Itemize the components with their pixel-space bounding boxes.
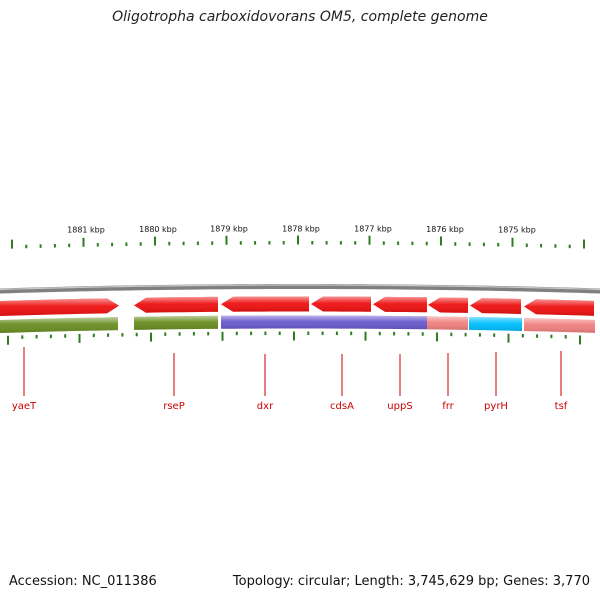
kbp-label-row: 1881 kbp 1880 kbp 1879 kbp 1878 kbp 1877 kbp… xyxy=(67,224,536,234)
category-block-shine xyxy=(310,315,427,330)
backbone-highlight xyxy=(0,284,600,291)
gene-label-tsf: tsf xyxy=(555,351,568,412)
gene-name: pyrH xyxy=(484,401,508,412)
cds-arrow xyxy=(0,298,119,316)
cds-arrow-shine xyxy=(373,296,427,313)
kbp-label: 1877 kbp xyxy=(354,224,392,233)
category-block-shine xyxy=(0,317,118,333)
cds-arrow xyxy=(134,296,218,313)
category-block xyxy=(310,315,427,330)
cds-arrow-shine xyxy=(134,296,218,313)
top-tick-ruler xyxy=(11,235,585,249)
kbp-label: 1880 kbp xyxy=(139,225,177,234)
category-block-shine xyxy=(134,315,218,330)
cds-track xyxy=(0,296,594,316)
gene-name: dxr xyxy=(257,401,274,412)
cds-arrow xyxy=(470,298,521,314)
kbp-label: 1879 kbp xyxy=(210,224,248,233)
category-block xyxy=(524,318,595,333)
kbp-label: 1876 kbp xyxy=(426,225,464,234)
genome-summary-text: Topology: circular; Length: 3,745,629 bp… xyxy=(232,574,590,589)
cds-arrow xyxy=(524,299,594,316)
gene-label-cdsA: cdsA xyxy=(330,354,354,412)
category-block xyxy=(134,315,218,330)
cds-arrow-shine xyxy=(0,298,119,316)
cds-arrow-shine xyxy=(221,296,309,312)
cds-arrow-shine xyxy=(428,297,468,313)
category-block xyxy=(427,316,468,330)
category-block-shine xyxy=(469,316,522,331)
gene-name: yaeT xyxy=(12,401,37,412)
gene-name: cdsA xyxy=(330,401,354,412)
gene-label-pyrH: pyrH xyxy=(484,352,508,412)
cds-arrow-shine xyxy=(524,299,594,316)
gene-label-frr: frr xyxy=(442,353,455,412)
kbp-label: 1881 kbp xyxy=(67,226,105,235)
kbp-label: 1875 kbp xyxy=(498,226,536,235)
kbp-label: 1878 kbp xyxy=(282,224,320,233)
category-block-shine xyxy=(221,315,310,329)
gene-name: frr xyxy=(442,401,454,412)
backbone-arc xyxy=(0,284,600,294)
gene-label-uppS: uppS xyxy=(387,354,413,412)
cds-arrow xyxy=(311,296,371,312)
category-block-shine xyxy=(427,316,468,330)
gene-name: uppS xyxy=(387,401,412,412)
gene-labels: yaeT rseP dxr cdsA uppS frr pyrH tsf xyxy=(12,347,568,412)
category-block xyxy=(469,316,522,331)
category-block xyxy=(0,317,118,333)
cds-arrow xyxy=(221,296,309,312)
map-title: Oligotropha carboxidovorans OM5, complet… xyxy=(112,9,488,25)
gene-label-dxr: dxr xyxy=(257,354,274,412)
accession-text: Accession: NC_011386 xyxy=(9,574,157,589)
gene-name: tsf xyxy=(555,401,568,412)
cds-arrow xyxy=(373,296,427,313)
category-block xyxy=(221,315,310,329)
category-track xyxy=(0,315,595,333)
bottom-tick-ruler xyxy=(7,331,581,345)
gene-name: rseP xyxy=(163,401,185,412)
cds-arrow xyxy=(428,297,468,313)
cds-arrow-shine xyxy=(470,298,521,314)
genome-backbone xyxy=(0,284,600,294)
gene-label-yaeT: yaeT xyxy=(12,347,37,412)
category-block-shine xyxy=(524,318,595,333)
cds-arrow-shine xyxy=(311,296,371,312)
gene-label-rseP: rseP xyxy=(163,353,185,412)
